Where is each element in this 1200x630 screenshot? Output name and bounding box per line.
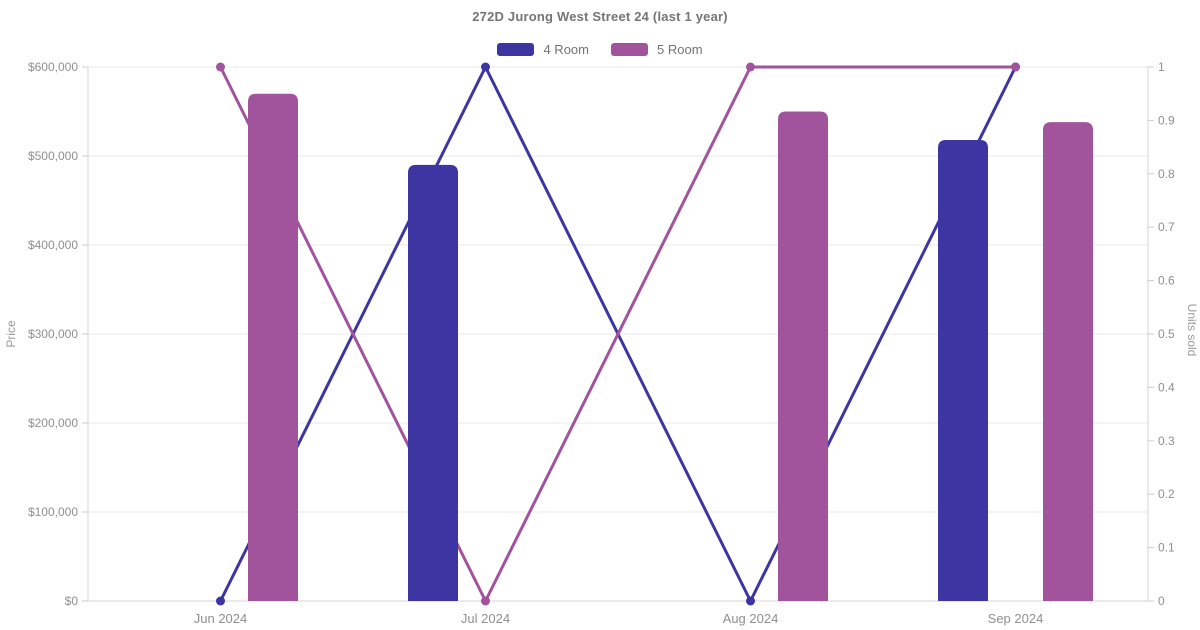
- y-axis-left-name: Price: [4, 320, 18, 348]
- y-axis-right-tick-label: 0.4: [1158, 380, 1175, 394]
- y-axis-right-tick-label: 0: [1158, 594, 1165, 608]
- y-axis-right-tick-label: 0.8: [1158, 167, 1175, 181]
- x-axis-label-sep-2024: Sep 2024: [988, 611, 1044, 626]
- y-axis-left-tick-label: $200,000: [28, 416, 78, 430]
- y-axis-left-tick-label: $600,000: [28, 60, 78, 74]
- x-axis-label-jul-2024: Jul 2024: [461, 611, 510, 626]
- x-axis-label-jun-2024: Jun 2024: [194, 611, 248, 626]
- point-5-room-sep-2024[interactable]: [1011, 62, 1020, 72]
- y-axis-right-tick-label: 0.1: [1158, 541, 1175, 555]
- point-5-room-jun-2024[interactable]: [216, 62, 225, 72]
- point-5-room-jul-2024[interactable]: [481, 596, 490, 606]
- point-4-room-jun-2024[interactable]: [216, 596, 225, 606]
- legend-label-5-room: 5 Room: [657, 42, 703, 57]
- y-axis-right-tick-label: 0.5: [1158, 327, 1175, 341]
- point-4-room-jul-2024[interactable]: [481, 62, 490, 72]
- chart-legend: 4 Room 5 Room: [0, 42, 1200, 57]
- bar-4-room-sep-2024[interactable]: [938, 139, 988, 602]
- y-axis-left-tick-label: $300,000: [28, 327, 78, 341]
- y-axis-left-tick-label: $0: [65, 594, 79, 608]
- bar-4-room-jul-2024[interactable]: [408, 164, 458, 601]
- y-axis-left-tick-label: $100,000: [28, 505, 78, 519]
- y-axis-right-tick-label: 0.9: [1158, 113, 1175, 127]
- y-axis-right-tick-label: 0.7: [1158, 220, 1175, 234]
- point-5-room-aug-2024[interactable]: [746, 62, 755, 72]
- y-axis-right-name: Units sold: [1185, 304, 1199, 357]
- point-4-room-aug-2024[interactable]: [746, 596, 755, 606]
- x-axis-label-aug-2024: Aug 2024: [723, 611, 779, 626]
- y-axis-left-tick-label: $500,000: [28, 149, 78, 163]
- legend-swatch-5-room: [611, 43, 648, 56]
- bar-5-room-sep-2024[interactable]: [1043, 122, 1093, 602]
- legend-label-4-room: 4 Room: [543, 42, 589, 57]
- legend-item-5-room[interactable]: 5 Room: [611, 42, 703, 57]
- y-axis-right-tick-label: 1: [1158, 60, 1165, 74]
- y-axis-right-tick-label: 0.6: [1158, 274, 1175, 288]
- bar-5-room-aug-2024[interactable]: [778, 111, 828, 602]
- bar-5-room-jun-2024[interactable]: [248, 93, 298, 601]
- line-5-room[interactable]: [219, 65, 1016, 603]
- y-axis-right-tick-label: 0.2: [1158, 487, 1175, 501]
- y-axis-left-tick-label: $400,000: [28, 238, 78, 252]
- legend-item-4-room[interactable]: 4 Room: [497, 42, 589, 57]
- y-axis-right-tick-label: 0.3: [1158, 434, 1175, 448]
- chart-title: 272D Jurong West Street 24 (last 1 year): [472, 9, 728, 24]
- legend-swatch-4-room: [497, 43, 535, 56]
